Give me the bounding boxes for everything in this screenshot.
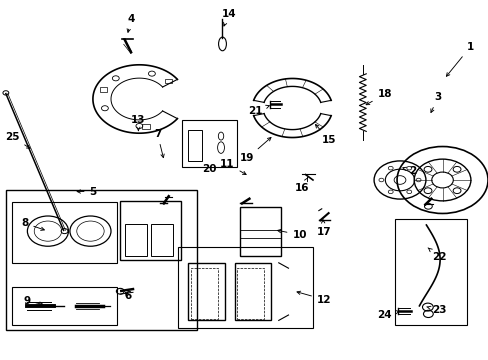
Bar xyxy=(150,224,172,256)
Text: 7: 7 xyxy=(153,129,164,158)
Text: 20: 20 xyxy=(202,164,216,174)
Text: 4: 4 xyxy=(127,14,135,32)
Bar xyxy=(182,120,236,167)
Bar xyxy=(394,219,467,325)
Bar xyxy=(188,130,202,161)
Bar xyxy=(239,207,281,256)
Text: 8: 8 xyxy=(21,218,44,230)
Text: 23: 23 xyxy=(426,305,446,315)
Text: 11: 11 xyxy=(220,159,245,175)
Text: 18: 18 xyxy=(366,89,391,105)
Text: 13: 13 xyxy=(131,114,145,131)
Bar xyxy=(190,268,217,319)
Text: 3: 3 xyxy=(430,92,441,112)
Bar xyxy=(142,125,150,129)
Text: 1: 1 xyxy=(446,42,473,76)
Text: 5: 5 xyxy=(77,186,97,197)
Bar xyxy=(12,287,117,325)
Text: 15: 15 xyxy=(315,125,336,145)
Text: 22: 22 xyxy=(427,248,446,262)
Bar xyxy=(100,87,107,91)
Text: 10: 10 xyxy=(277,229,306,240)
Bar xyxy=(12,202,117,263)
Bar xyxy=(178,247,312,328)
Text: 16: 16 xyxy=(294,177,309,193)
Bar xyxy=(188,263,224,320)
Text: 6: 6 xyxy=(124,291,131,301)
Text: 24: 24 xyxy=(377,310,398,320)
Text: 19: 19 xyxy=(240,138,270,163)
Text: 12: 12 xyxy=(296,291,331,305)
Text: 2: 2 xyxy=(402,166,415,176)
Bar xyxy=(164,79,172,83)
Bar xyxy=(120,201,181,260)
Bar xyxy=(237,268,264,319)
Text: 21: 21 xyxy=(248,105,269,116)
Text: 9: 9 xyxy=(23,296,42,306)
Bar xyxy=(6,190,196,330)
Text: 14: 14 xyxy=(221,9,236,26)
Bar xyxy=(124,224,146,256)
Text: 17: 17 xyxy=(316,220,330,237)
Text: 25: 25 xyxy=(5,132,30,148)
Bar xyxy=(234,263,271,320)
